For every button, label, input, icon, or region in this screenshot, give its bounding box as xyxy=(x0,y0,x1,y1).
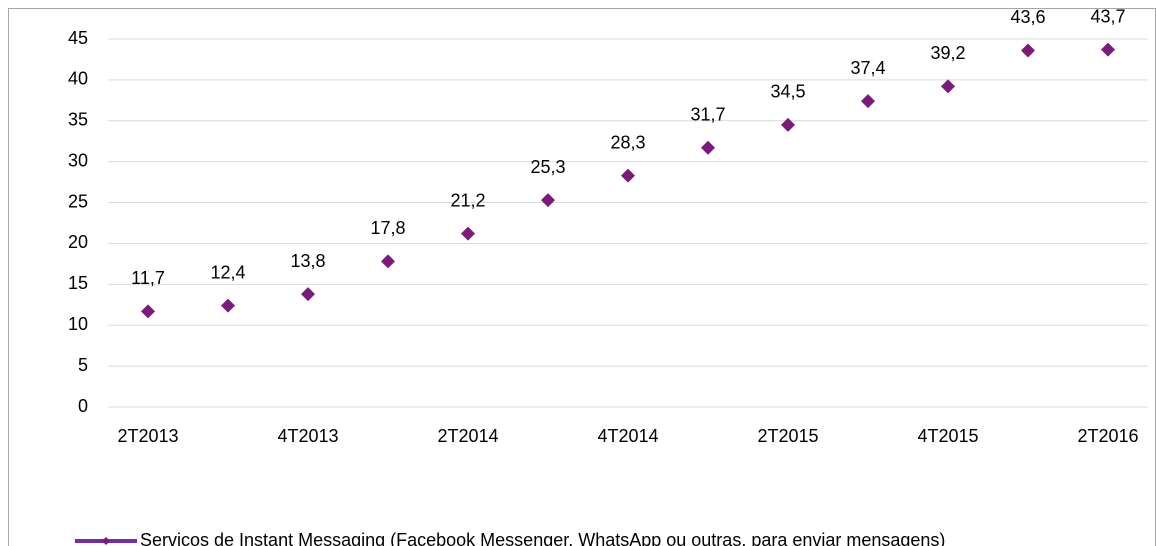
y-tick-label: 40 xyxy=(68,69,88,89)
x-tick-label: 4T2014 xyxy=(597,426,658,446)
data-label: 39,2 xyxy=(930,43,965,63)
data-label: 11,7 xyxy=(131,268,165,288)
y-tick-label: 35 xyxy=(68,110,88,130)
data-point xyxy=(621,168,635,183)
y-tick-label: 10 xyxy=(68,314,88,334)
data-point xyxy=(1021,43,1035,58)
x-tick-label: 2T2014 xyxy=(437,426,498,446)
data-label: 31,7 xyxy=(690,105,725,125)
data-point xyxy=(381,254,395,269)
data-label: 13,8 xyxy=(290,251,325,271)
data-label: 12,4 xyxy=(210,262,245,282)
y-tick-label: 45 xyxy=(68,28,88,48)
data-point xyxy=(1101,42,1115,57)
data-point xyxy=(301,287,315,302)
data-point xyxy=(461,226,475,241)
legend-marker xyxy=(102,537,110,545)
x-tick-label: 2T2013 xyxy=(117,426,178,446)
legend-label: Serviços de Instant Messaging (Facebook … xyxy=(140,530,945,546)
data-label: 34,5 xyxy=(770,82,805,102)
data-point xyxy=(541,193,555,208)
y-tick-label: 25 xyxy=(68,191,88,211)
data-point xyxy=(141,304,155,319)
data-label: 25,3 xyxy=(530,157,565,177)
y-tick-label: 5 xyxy=(78,355,88,375)
chart-frame xyxy=(8,8,1156,546)
data-point xyxy=(941,79,955,94)
x-tick-label: 4T2015 xyxy=(917,426,978,446)
x-tick-label: 2T2016 xyxy=(1077,426,1138,446)
y-tick-label: 30 xyxy=(68,150,88,170)
data-point xyxy=(701,140,715,155)
data-point xyxy=(781,117,795,132)
y-tick-label: 15 xyxy=(68,273,88,293)
data-point xyxy=(221,298,235,313)
y-tick-label: 0 xyxy=(78,396,88,416)
x-tick-label: 4T2013 xyxy=(277,426,338,446)
data-point xyxy=(861,94,875,109)
data-label: 28,3 xyxy=(610,132,645,152)
data-label: 21,2 xyxy=(450,190,485,210)
data-label: 43,7 xyxy=(1090,6,1125,26)
x-tick-label: 2T2015 xyxy=(757,426,818,446)
data-label: 37,4 xyxy=(850,58,885,78)
y-tick-label: 20 xyxy=(68,232,88,252)
data-label: 17,8 xyxy=(370,218,405,238)
data-label: 43,6 xyxy=(1010,7,1045,27)
